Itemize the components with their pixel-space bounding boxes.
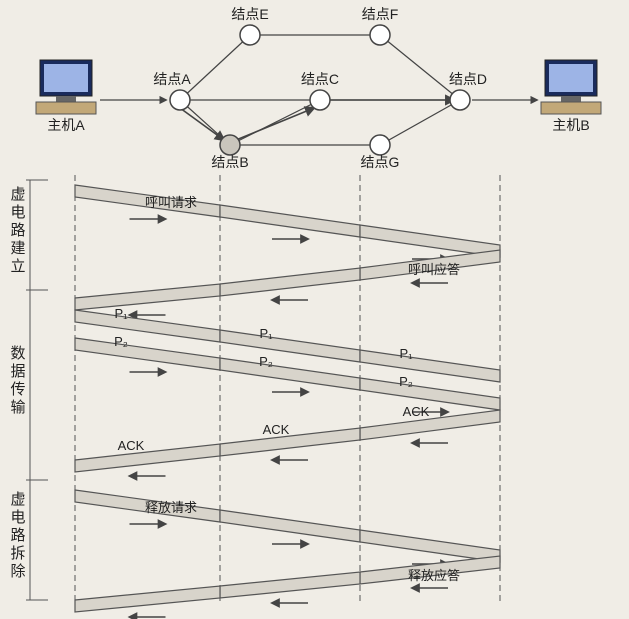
phase-label-2-1: 电 [10,509,25,526]
band-label-10: P₁ [399,346,413,361]
phase-label-0-3: 建 [10,240,25,257]
phase-label-2-0: 虚 [10,491,25,508]
node-E [240,25,260,45]
band-label-14: ACK [118,438,145,453]
band-label-15: 释放请求 [145,500,197,515]
node-G [370,135,390,155]
node-D [450,90,470,110]
host-b-label: 主机B [552,117,589,133]
node-label-G: 结点G [361,154,400,170]
band-label-3: 呼叫应答 [408,262,460,277]
phase-label-2-4: 除 [10,563,25,580]
phase-label-2-2: 路 [10,527,25,544]
phase-label-0-1: 电 [10,204,25,221]
node-B [220,135,240,155]
phase-label-1-1: 据 [10,363,25,380]
node-F [370,25,390,45]
phase-label-0-2: 路 [10,222,25,239]
band-label-11: P₂ [399,374,413,389]
phase-label-0-4: 立 [10,258,25,275]
node-label-D: 结点D [449,71,487,87]
band-label-7: P₂ [114,334,128,349]
phase-label-1-2: 传 [10,381,25,398]
phase-label-1-0: 数 [10,345,25,362]
band-label-9: P₂ [259,354,273,369]
node-label-B: 结点B [211,154,248,170]
band-label-8: P₁ [259,326,273,341]
phase-label-0-0: 虚 [10,186,25,203]
host-a-label: 主机A [47,117,85,133]
band-label-12: ACK [403,404,430,419]
node-label-E: 结点E [231,6,268,22]
node-label-A: 结点A [153,71,191,87]
node-label-F: 结点F [362,6,399,22]
band-label-0: 呼叫请求 [145,195,197,210]
band-label-18: 释放应答 [408,568,460,583]
node-C [310,90,330,110]
node-A [170,90,190,110]
band-label-6: P₁ [114,306,128,321]
phase-label-2-3: 拆 [10,545,25,562]
band-label-13: ACK [263,422,290,437]
node-label-C: 结点C [301,71,339,87]
phase-label-1-3: 输 [10,399,25,416]
